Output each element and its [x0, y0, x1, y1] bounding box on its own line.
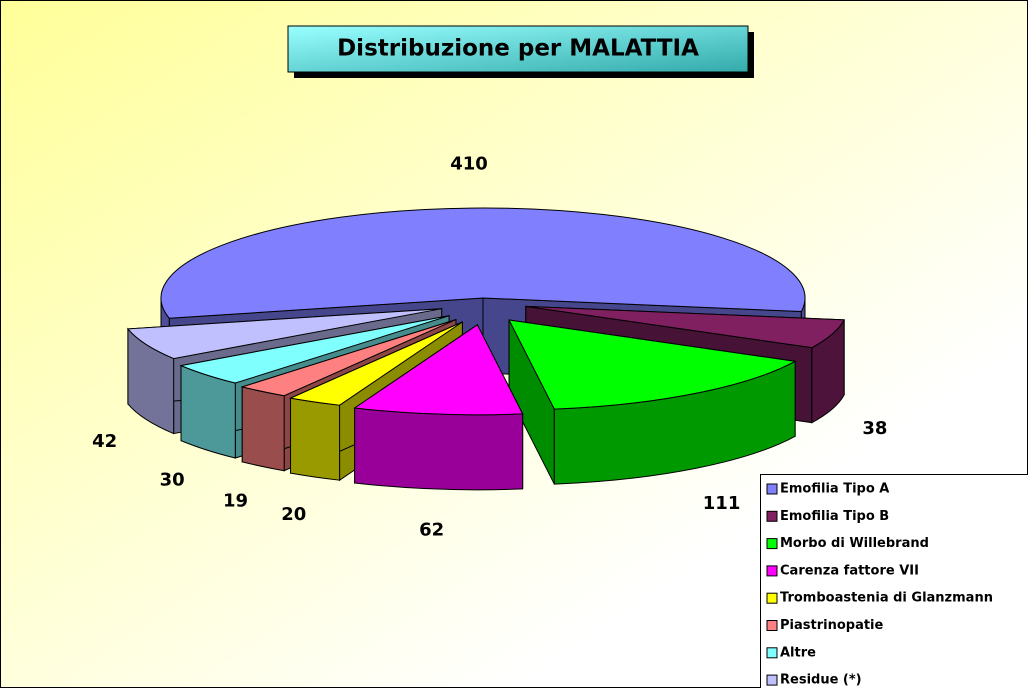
- slice-top: [160, 207, 806, 319]
- slice-top: [353, 324, 524, 416]
- legend-label: Tromboastenia di Glanzmann: [780, 591, 993, 606]
- slice-wall: [354, 407, 524, 491]
- slice-wall: [241, 386, 285, 472]
- slice: [508, 319, 797, 485]
- chart-title: Distribuzione per MALATTIA: [337, 36, 699, 62]
- legend-swatch: [766, 510, 778, 522]
- data-label: 30: [160, 469, 185, 490]
- slice-top: [525, 305, 845, 349]
- data-label: 410: [450, 154, 488, 175]
- legend-swatch: [766, 538, 778, 550]
- legend: [760, 474, 1028, 688]
- data-label: 38: [862, 418, 887, 439]
- slice-top: [179, 315, 450, 384]
- legend-label: Altre: [780, 645, 816, 660]
- legend-label: Carenza fattore VII: [780, 563, 919, 578]
- legend-swatch: [766, 620, 778, 631]
- legend-items: Emofilia Tipo A Emofilia Tipo B Morbo di W…: [766, 482, 993, 688]
- legend-swatch: [766, 592, 778, 604]
- title-box: [287, 25, 749, 73]
- slice-top: [288, 321, 463, 406]
- legend-label: Emofilia Tipo A: [780, 482, 889, 497]
- legend-label: Morbo di Willebrand: [780, 536, 929, 551]
- slice-top: [126, 308, 442, 360]
- data-label: 19: [223, 491, 248, 512]
- slice-wall: [290, 397, 341, 481]
- legend-swatch: [766, 674, 778, 686]
- data-label: 62: [419, 519, 444, 540]
- slice-top: [240, 319, 457, 397]
- data-label: 111: [703, 493, 741, 514]
- slice-top: [508, 319, 797, 410]
- legend-swatch: [766, 647, 778, 659]
- pie: 410 38 42 30 19 111 20 62: [92, 154, 887, 541]
- legend-label: Residue (*): [780, 673, 862, 688]
- data-label: 42: [92, 431, 117, 452]
- legend-swatch: [766, 565, 778, 577]
- legend-swatch: [766, 483, 778, 495]
- slice: [353, 323, 524, 491]
- data-label: 20: [281, 504, 306, 525]
- legend-label: Piastrinopatie: [780, 618, 884, 633]
- legend-label: Emofilia Tipo B: [780, 509, 889, 524]
